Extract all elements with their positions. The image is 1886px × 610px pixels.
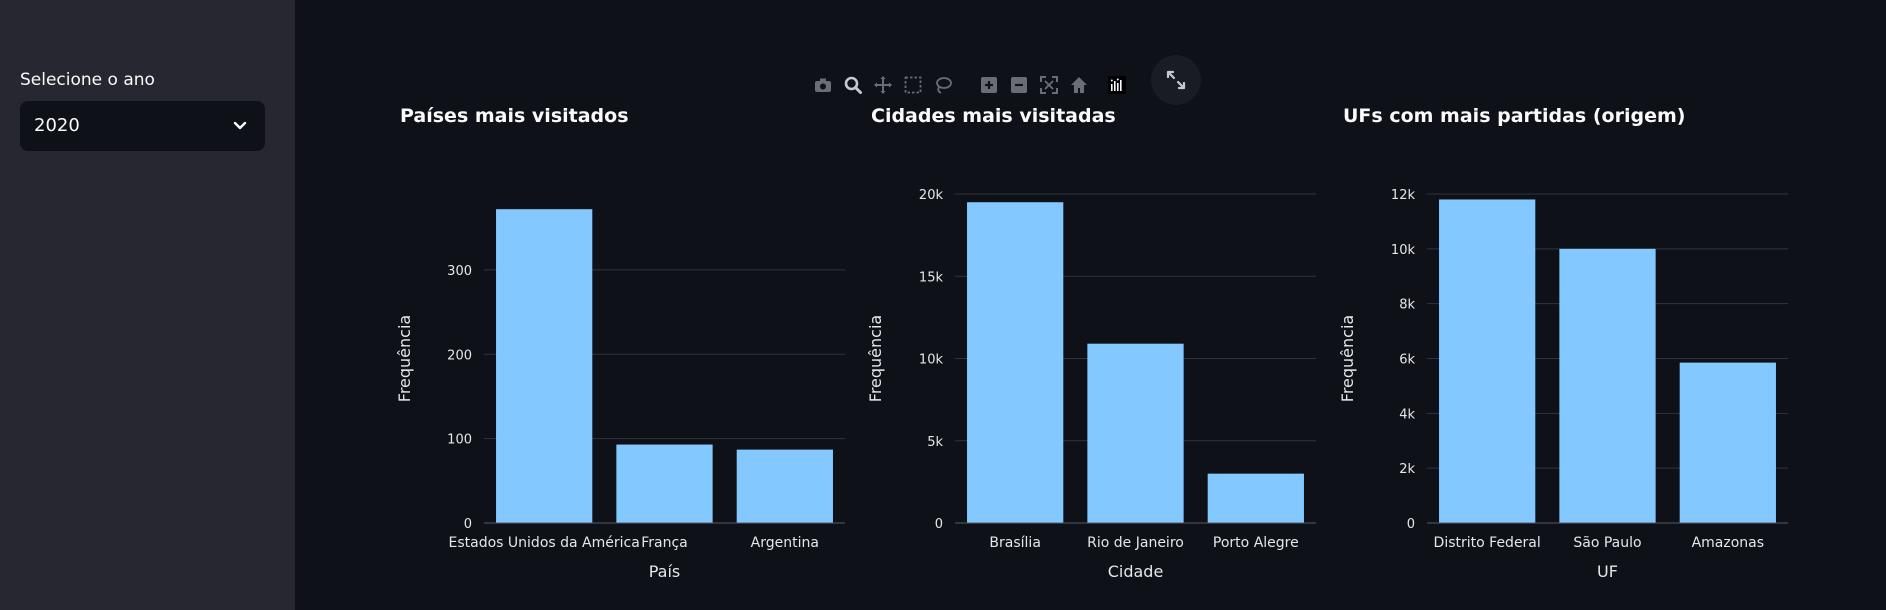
bar[interactable]	[736, 449, 833, 523]
chart-title: Países mais visitados	[400, 105, 629, 127]
chart-title: Cidades mais visitadas	[871, 105, 1116, 127]
bar[interactable]	[1559, 248, 1656, 524]
y-tick-label: 20k	[919, 188, 944, 203]
bar[interactable]	[967, 202, 1064, 523]
y-tick-label: 10k	[919, 353, 944, 368]
chart-svg: 0 100 200 300 Estados Unidos da América Franç…	[395, 209, 845, 581]
bar[interactable]	[496, 209, 593, 523]
pan-icon[interactable]	[871, 73, 895, 97]
x-axis-title: País	[649, 562, 681, 581]
x-tick-label: Rio de Janeiro	[1087, 535, 1184, 551]
y-tick-label: 6k	[1399, 353, 1415, 368]
chart-modebar	[811, 73, 1135, 97]
y-tick-label: 15k	[919, 270, 944, 285]
chart-svg: 0 5k 10k 15k 20k Brasília Rio de Janeiro Porto …	[866, 188, 1316, 581]
home-icon[interactable]	[1067, 73, 1091, 97]
x-tick-label: Amazonas	[1692, 535, 1764, 551]
chevron-down-icon	[233, 121, 247, 130]
y-tick-label: 100	[447, 433, 472, 448]
box-select-icon[interactable]	[901, 73, 925, 97]
y-tick-label: 2k	[1399, 462, 1415, 477]
y-tick-label: 0	[1407, 517, 1415, 532]
x-tick-label: Argentina	[751, 535, 819, 551]
year-select-value: 2020	[34, 115, 80, 136]
y-tick-label: 200	[447, 348, 472, 363]
y-axis-title: Frequência	[866, 315, 885, 402]
y-tick-label: 0	[935, 517, 943, 532]
x-axis-title: UF	[1597, 562, 1618, 581]
bar[interactable]	[1087, 343, 1184, 523]
fullscreen-icon	[1166, 70, 1186, 90]
bar[interactable]	[1439, 199, 1536, 523]
x-tick-label: França	[641, 535, 688, 551]
zoom-icon[interactable]	[841, 73, 865, 97]
chart-svg: 0 2k 4k 6k 8k 10k 12k Distrito Federal São Paulo…	[1338, 188, 1788, 581]
x-tick-label: São Paulo	[1573, 535, 1641, 551]
y-tick-label: 10k	[1391, 243, 1416, 258]
year-select[interactable]: 2020	[20, 101, 265, 151]
x-tick-label: Brasília	[989, 535, 1040, 551]
bar[interactable]	[1679, 362, 1776, 523]
bar[interactable]	[616, 444, 713, 523]
chart-ufs: UFs com mais partidas (origem) 0 2k 4k 6k 8k…	[1338, 100, 1793, 600]
x-axis-title: Cidade	[1108, 562, 1164, 581]
y-tick-label: 8k	[1399, 298, 1415, 313]
lasso-icon[interactable]	[931, 73, 955, 97]
y-tick-label: 12k	[1391, 188, 1416, 203]
main-area: Países mais visitados 0 100 200 300 Estados …	[295, 0, 1886, 610]
chart-countries: Países mais visitados 0 100 200 300 Estados …	[395, 100, 850, 600]
year-select-label: Selecione o ano	[20, 70, 155, 90]
y-axis-title: Frequência	[395, 315, 414, 402]
x-tick-label: Distrito Federal	[1434, 535, 1541, 551]
autoscale-icon[interactable]	[1037, 73, 1061, 97]
fullscreen-button[interactable]	[1151, 55, 1201, 105]
camera-icon[interactable]	[811, 73, 835, 97]
y-tick-label: 5k	[927, 435, 943, 450]
bar[interactable]	[1207, 473, 1304, 523]
x-tick-label: Porto Alegre	[1213, 535, 1299, 551]
y-tick-label: 300	[447, 264, 472, 279]
y-tick-label: 0	[464, 517, 472, 532]
plotly-logo-icon[interactable]	[1105, 73, 1129, 97]
y-tick-label: 4k	[1399, 407, 1415, 422]
chart-title: UFs com mais partidas (origem)	[1343, 105, 1686, 127]
sidebar: Selecione o ano 2020	[0, 0, 295, 610]
zoom-out-icon[interactable]	[1007, 73, 1031, 97]
y-axis-title: Frequência	[1338, 315, 1357, 402]
chart-cities: Cidades mais visitadas 0 5k 10k 15k 20k Brasí…	[866, 100, 1321, 600]
x-tick-label: Estados Unidos da América	[449, 535, 640, 551]
zoom-in-icon[interactable]	[977, 73, 1001, 97]
